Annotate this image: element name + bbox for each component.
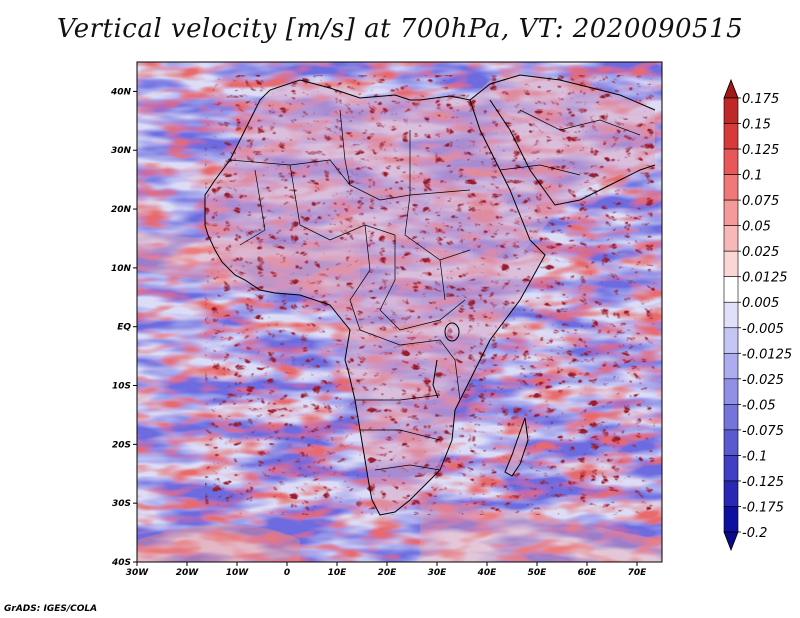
lat-tick-label: EQ xyxy=(117,323,131,333)
lon-tick-label: 50E xyxy=(528,568,548,578)
colorbar-label: 0.025 xyxy=(742,245,779,260)
colorbar-swatch xyxy=(723,199,739,226)
colorbar-swatch xyxy=(723,225,739,252)
colorbar-swatch xyxy=(723,404,739,431)
lat-tick-label: 10S xyxy=(112,382,131,392)
plot-frame xyxy=(136,61,663,563)
colorbar: 0.175 0.15 0.125 0.1 0.075 0.05 0.025 0.0125 0.0… xyxy=(723,78,792,552)
map-axes: 30W 20W 10W 0 10E 20E 30E 40E 50E 60E 70E 40N 30N 20N… xyxy=(110,87,647,578)
madagascar xyxy=(505,418,528,476)
lon-tick-label: 20W xyxy=(176,568,200,578)
colorbar-label: -0.125 xyxy=(742,475,784,490)
colorbar-bottom-arrow xyxy=(723,531,739,552)
colorbar-label: 0.05 xyxy=(742,220,771,235)
colorbar-swatch xyxy=(723,352,739,380)
credit-text: GrADS: IGES/COLA xyxy=(4,604,98,614)
lakes xyxy=(432,322,460,399)
lon-tick-label: 0 xyxy=(284,568,290,578)
colorbar-swatch xyxy=(723,174,739,201)
colorbar-swatch xyxy=(723,506,739,533)
colorbar-label: -0.175 xyxy=(742,500,784,515)
colorbar-label: -0.025 xyxy=(742,373,784,388)
colorbar-label: 0.0125 xyxy=(742,271,788,286)
colorbar-swatch xyxy=(723,148,739,175)
lon-tick-label: 60E xyxy=(578,568,598,578)
colorbar-swatch xyxy=(723,455,739,482)
lat-tick-label: 10N xyxy=(111,264,132,274)
colorbar-label: 0.15 xyxy=(742,118,771,133)
colorbar-label: -0.0125 xyxy=(742,347,792,362)
colorbar-label: 0.175 xyxy=(742,92,779,107)
colorbar-label: -0.075 xyxy=(742,424,784,439)
colorbar-swatch xyxy=(723,250,739,278)
colorbar-label: 0.075 xyxy=(742,194,779,209)
colorbar-label: -0.005 xyxy=(742,322,784,337)
velocity-field xyxy=(137,62,662,562)
colorbar-swatch xyxy=(723,378,739,405)
lat-tick-label: 20N xyxy=(111,205,132,215)
lon-tick-label: 70E xyxy=(628,568,648,578)
colorbar-label: 0.1 xyxy=(742,169,763,184)
colorbar-label: 0.125 xyxy=(742,143,779,158)
colorbar-swatch xyxy=(723,276,739,303)
colorbar-swatch xyxy=(723,327,739,354)
lon-tick-label: 30W xyxy=(126,568,150,578)
colorbar-label: -0.1 xyxy=(742,449,767,464)
colorbar-swatch xyxy=(723,97,739,124)
lon-tick-label: 30E xyxy=(428,568,448,578)
colorbar-label: 0.005 xyxy=(742,296,779,311)
lat-tick-label: 20S xyxy=(112,440,131,450)
colorbar-swatch xyxy=(723,429,739,456)
colorbar-swatch xyxy=(723,301,739,329)
colorbar-label: -0.05 xyxy=(742,398,776,413)
lon-tick-label: 10W xyxy=(226,568,250,578)
lat-tick-label: 30N xyxy=(111,146,132,156)
lon-tick-label: 40E xyxy=(477,568,498,578)
lat-tick-label: 30S xyxy=(112,499,131,509)
chart-title: Vertical velocity [m/s] at 700hPa, VT: 2… xyxy=(56,14,744,44)
lon-tick-label: 10E xyxy=(328,568,348,578)
lon-tick-label: 20E xyxy=(378,568,398,578)
lat-tick-label: 40N xyxy=(110,87,132,97)
colorbar-swatch xyxy=(723,480,739,507)
colorbar-label: -0.2 xyxy=(742,526,767,541)
map-figure: 30W 20W 10W 0 10E 20E 30E 40E 50E 60E 70E 40N 30N 20N… xyxy=(110,61,792,578)
lat-tick-label: 40S xyxy=(111,558,131,568)
coastlines xyxy=(204,74,656,516)
country-borders xyxy=(229,109,641,471)
colorbar-top-arrow xyxy=(723,78,739,99)
colorbar-swatch xyxy=(723,123,739,150)
